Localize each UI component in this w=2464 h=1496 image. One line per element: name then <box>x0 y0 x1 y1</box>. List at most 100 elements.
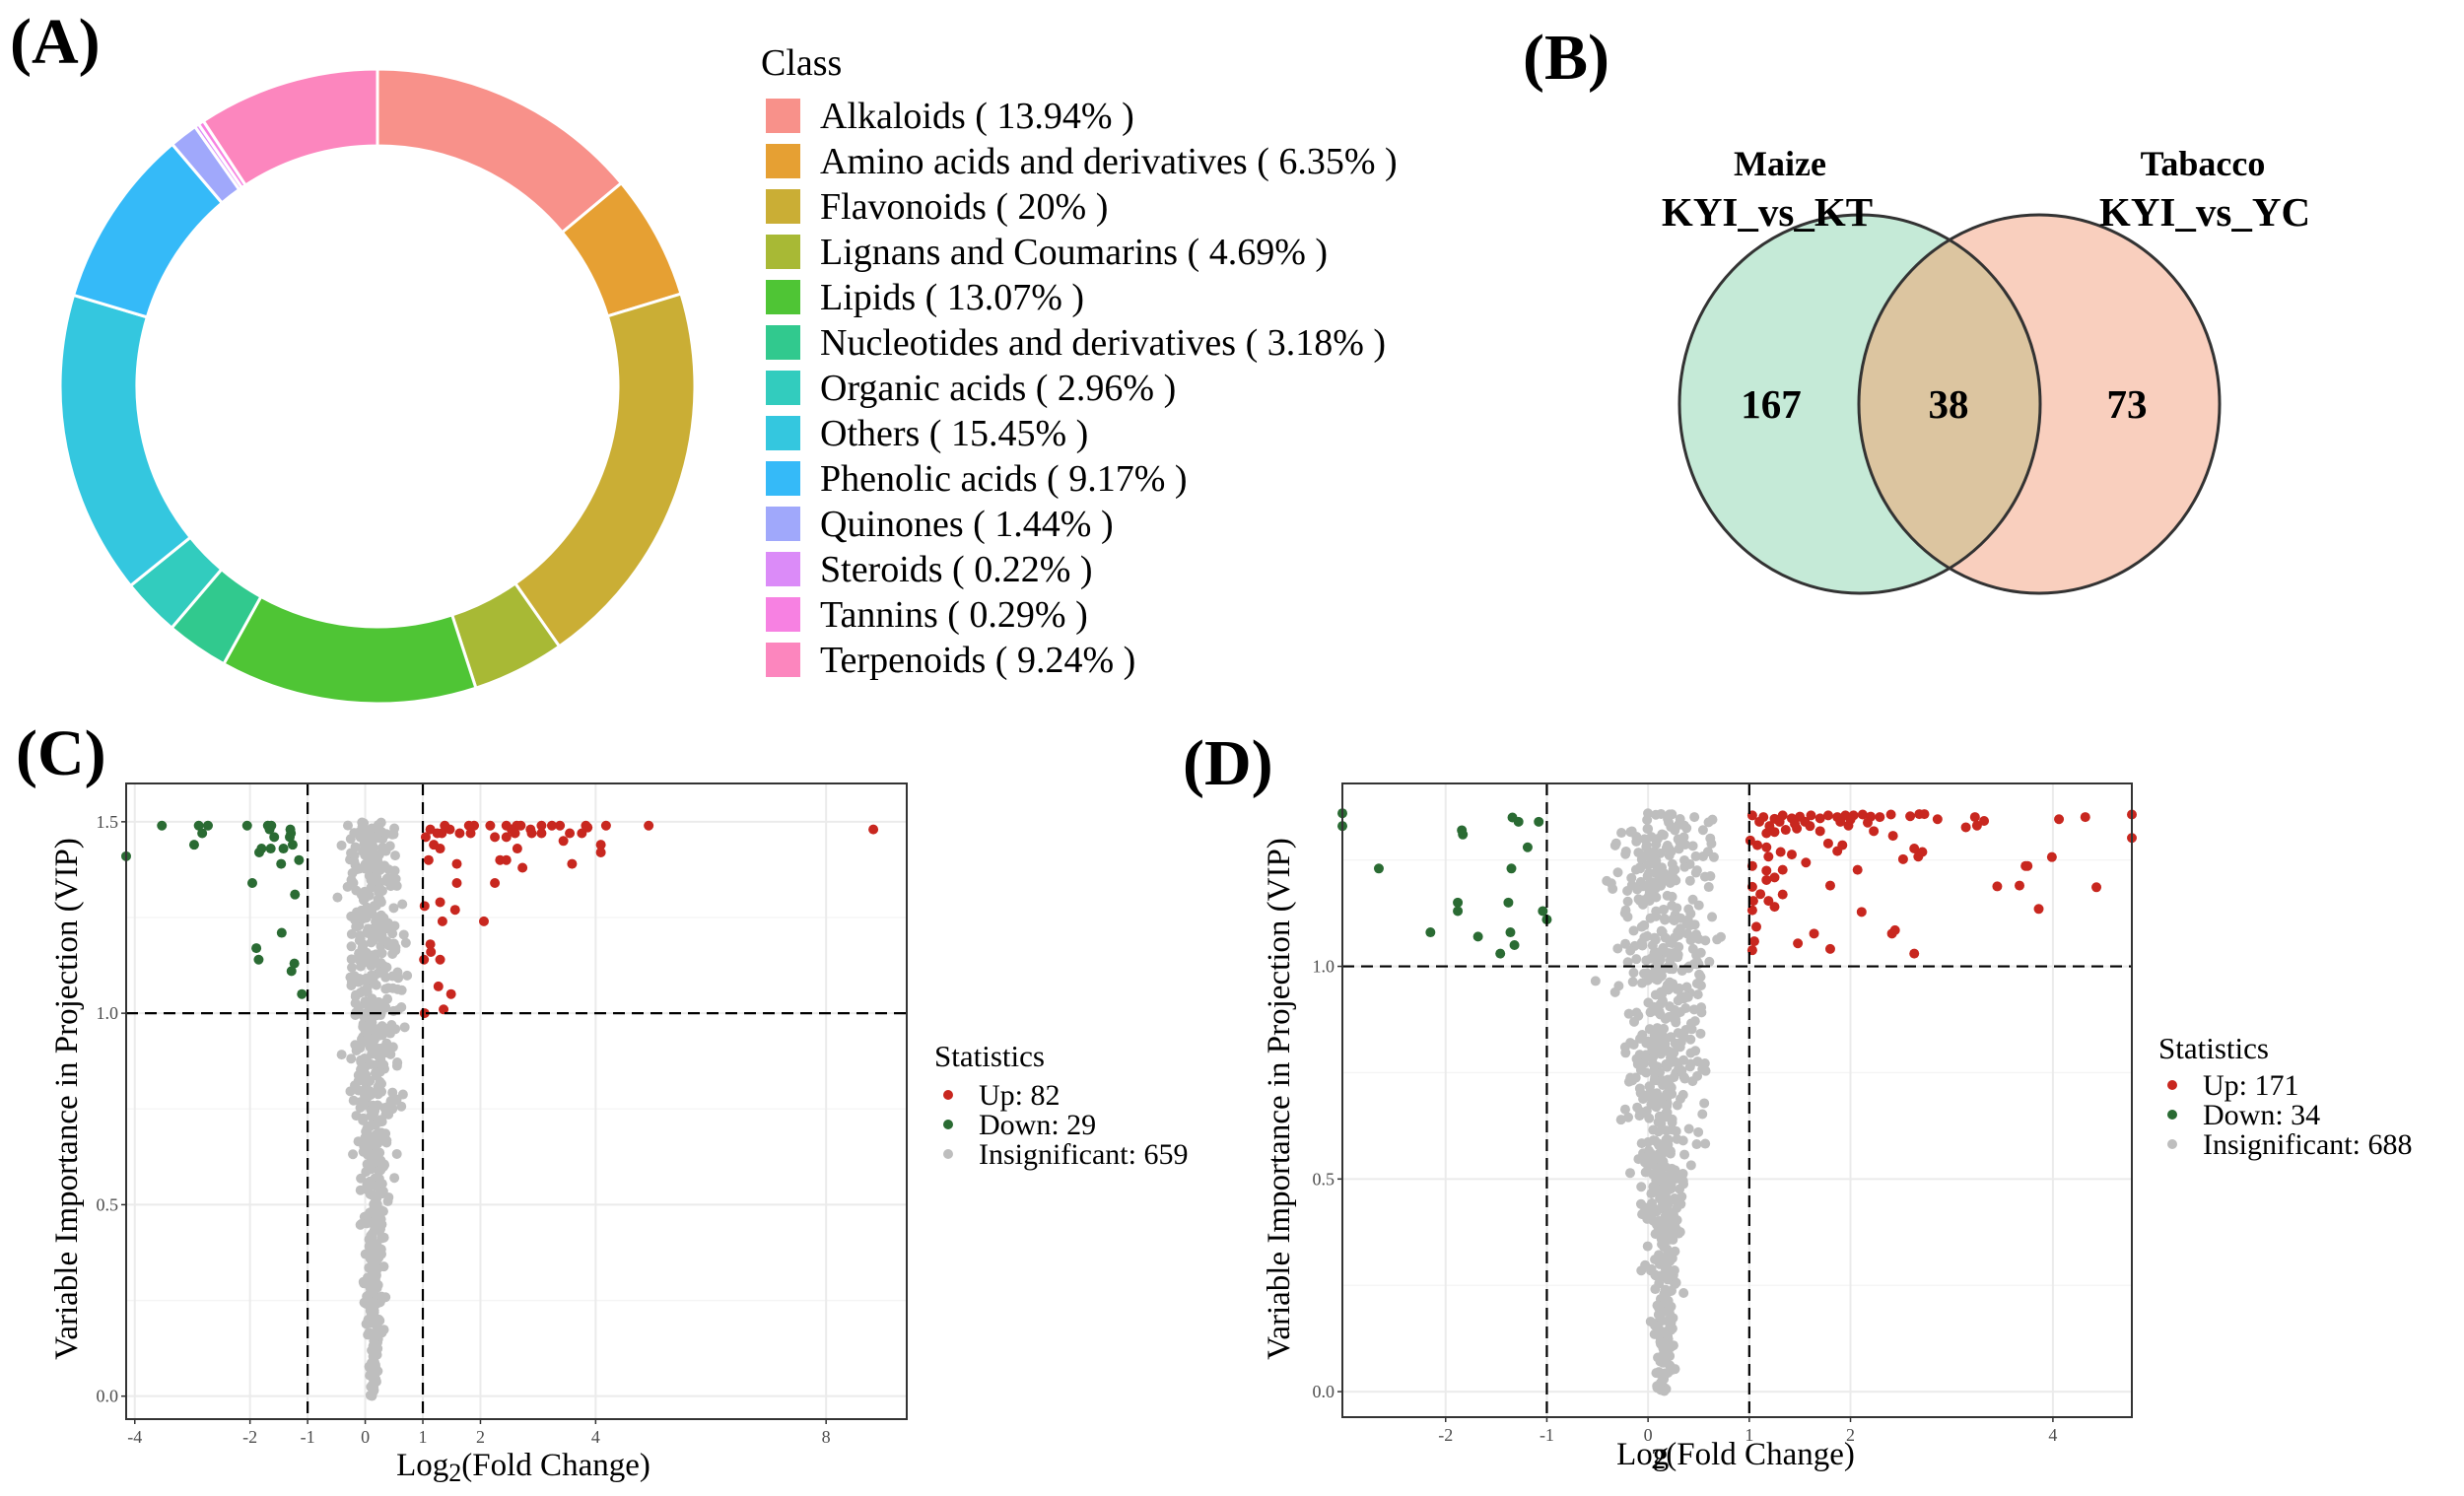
legend-swatch <box>766 235 800 269</box>
point-up <box>1835 816 1846 827</box>
y-tick-label: 1.5 <box>97 812 119 832</box>
point-insignificant <box>375 1066 385 1077</box>
point-up <box>1822 838 1833 849</box>
point-insignificant <box>1673 952 1683 963</box>
point-insignificant <box>1620 849 1631 859</box>
point-insignificant <box>1627 977 1638 987</box>
point-down <box>289 958 300 969</box>
point-insignificant <box>1651 906 1662 917</box>
point-insignificant <box>388 938 399 949</box>
point-up <box>432 828 443 839</box>
point-insignificant <box>1643 824 1654 835</box>
point-insignificant <box>346 1054 357 1064</box>
point-insignificant <box>1613 981 1624 991</box>
point-insignificant <box>388 1005 399 1016</box>
x-tick-label: 0 <box>1644 1425 1653 1445</box>
point-down <box>1513 816 1524 827</box>
point-insignificant <box>361 1319 372 1329</box>
point-insignificant <box>1636 1265 1647 1276</box>
point-down <box>197 828 208 839</box>
point-up <box>435 844 445 854</box>
point-up <box>490 832 501 843</box>
point-insignificant <box>1631 831 1642 842</box>
point-insignificant <box>366 1236 376 1247</box>
point-up <box>1824 880 1835 891</box>
point-insignificant <box>1662 1326 1673 1336</box>
point-down <box>278 844 289 854</box>
point-insignificant <box>1690 850 1701 861</box>
point-insignificant <box>1654 1250 1665 1260</box>
legend-dot-up <box>943 1090 953 1100</box>
point-insignificant <box>359 1084 370 1095</box>
point-insignificant <box>365 1042 376 1053</box>
plot-border <box>125 782 908 1420</box>
point-insignificant <box>1628 968 1639 979</box>
point-insignificant <box>1624 1168 1635 1179</box>
point-insignificant <box>1700 935 1711 946</box>
x-tick-label: -2 <box>242 1427 257 1447</box>
point-up <box>536 820 547 831</box>
point-insignificant <box>367 1389 377 1399</box>
point-up <box>577 828 587 839</box>
legend-label: Flavonoids ( 20% ) <box>820 186 1108 228</box>
point-up <box>1845 814 1856 825</box>
point-insignificant <box>1687 841 1698 851</box>
x-tick-label: -4 <box>127 1427 142 1447</box>
point-up <box>465 828 476 839</box>
point-insignificant <box>1667 1118 1677 1128</box>
point-up <box>490 878 501 889</box>
point-insignificant <box>1672 1173 1682 1184</box>
point-insignificant <box>1647 1197 1658 1208</box>
point-up <box>1775 847 1786 857</box>
point-insignificant <box>389 1173 400 1184</box>
point-insignificant <box>1658 830 1669 841</box>
venn-set-right-outline <box>1857 213 2222 595</box>
x-tick-label: 4 <box>591 1427 600 1447</box>
point-insignificant <box>1671 1125 1681 1136</box>
point-insignificant <box>356 1074 367 1085</box>
point-insignificant <box>347 962 358 973</box>
point-insignificant <box>365 834 376 845</box>
point-insignificant <box>363 1138 374 1149</box>
legend-swatch <box>766 552 800 586</box>
point-insignificant <box>1649 932 1660 943</box>
point-insignificant <box>1623 1008 1634 1019</box>
point-insignificant <box>1660 915 1671 925</box>
x-tick-label: 4 <box>2048 1425 2057 1445</box>
point-down <box>1505 927 1516 938</box>
point-insignificant <box>1668 914 1678 924</box>
point-insignificant <box>361 973 372 984</box>
point-up <box>1917 847 1928 857</box>
point-insignificant <box>374 1174 384 1185</box>
point-up <box>2091 882 2102 893</box>
point-insignificant <box>1676 913 1686 923</box>
point-insignificant <box>1653 1138 1664 1149</box>
legend-label: Alkaloids ( 13.94% ) <box>820 96 1134 137</box>
point-insignificant <box>1625 945 1636 956</box>
plot-border <box>1341 782 2133 1418</box>
point-insignificant <box>372 1349 382 1360</box>
venn-set-left-outline <box>1677 213 2042 595</box>
point-insignificant <box>375 1147 385 1158</box>
point-up <box>1769 902 1780 913</box>
plot-background <box>126 783 907 1419</box>
point-insignificant <box>1620 938 1631 949</box>
point-insignificant <box>346 928 357 939</box>
point-insignificant <box>1645 1316 1656 1326</box>
point-insignificant <box>1641 1206 1652 1217</box>
point-insignificant <box>1687 894 1698 905</box>
point-insignificant <box>1679 861 1690 872</box>
point-insignificant <box>1637 940 1648 951</box>
point-insignificant <box>1695 947 1706 958</box>
point-insignificant <box>1665 1314 1676 1325</box>
point-up <box>1869 826 1880 837</box>
point-insignificant <box>368 846 378 856</box>
point-up <box>1786 850 1797 860</box>
point-insignificant <box>380 1048 391 1058</box>
point-down <box>202 820 213 831</box>
point-up <box>425 939 436 950</box>
point-insignificant <box>1707 814 1718 825</box>
point-insignificant <box>380 1292 391 1303</box>
legend-swatch <box>766 99 800 133</box>
